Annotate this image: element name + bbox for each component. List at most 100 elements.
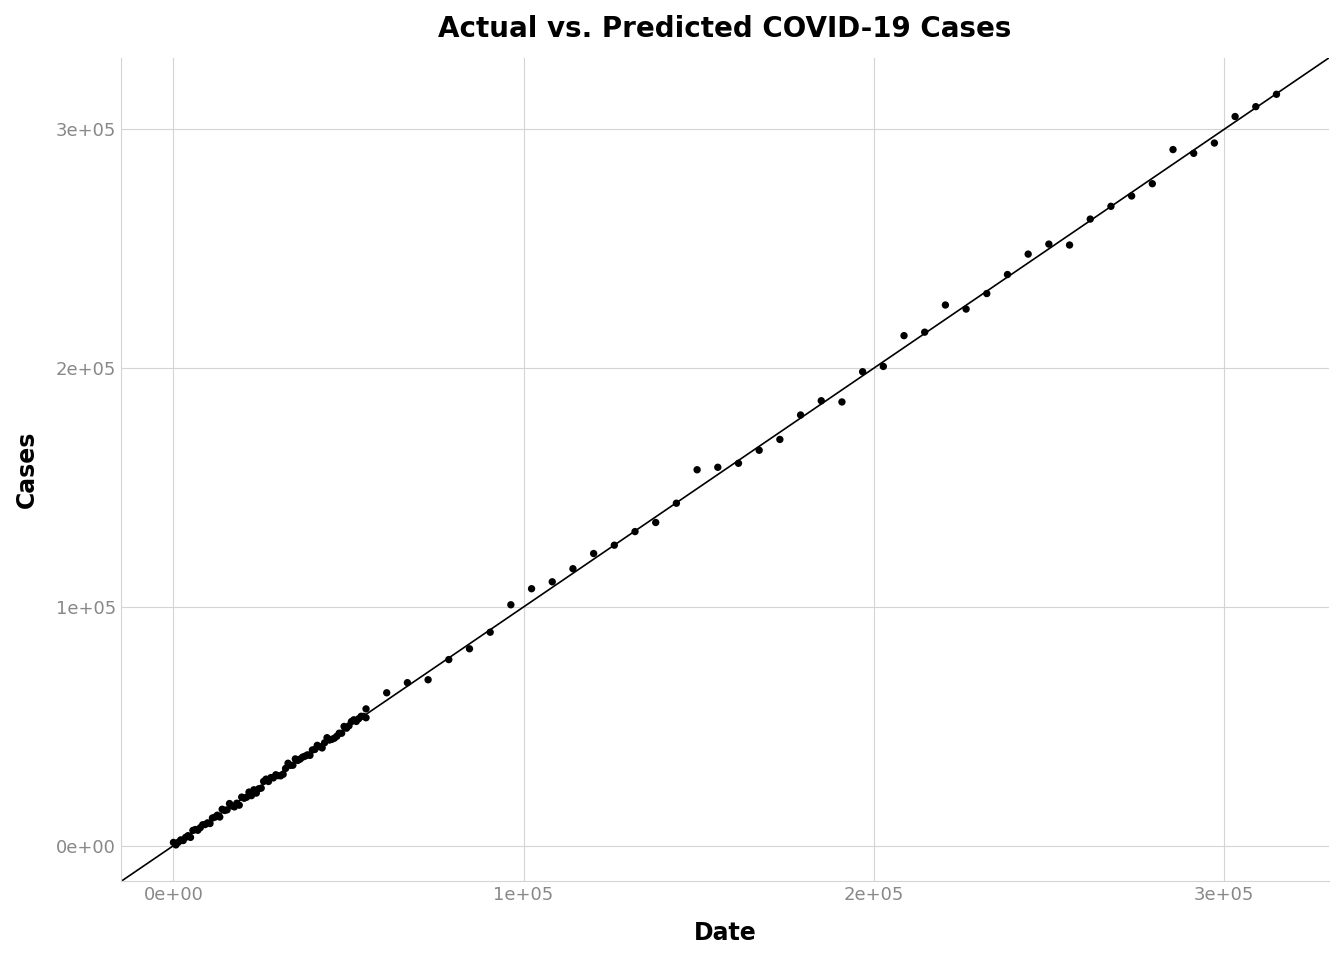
Point — [749, 443, 770, 458]
Point — [255, 772, 277, 787]
Point — [207, 807, 228, 823]
Point — [687, 462, 708, 477]
Point — [665, 495, 687, 511]
Point — [707, 460, 728, 475]
Point — [934, 298, 956, 313]
Point — [195, 817, 216, 832]
Point — [956, 301, 977, 317]
Point — [1183, 146, 1204, 161]
Point — [339, 718, 360, 733]
Point — [250, 780, 271, 796]
Point — [345, 713, 367, 729]
Point — [353, 708, 375, 724]
Point — [177, 828, 199, 844]
Point — [1163, 142, 1184, 157]
Point — [1038, 236, 1059, 252]
Point — [226, 796, 247, 811]
Point — [500, 597, 521, 612]
Point — [810, 393, 832, 408]
Point — [333, 719, 355, 734]
Point — [270, 768, 292, 783]
Point — [1121, 188, 1142, 204]
Point — [872, 359, 894, 374]
Point — [355, 701, 376, 716]
Point — [348, 711, 370, 727]
Point — [1245, 99, 1266, 114]
Point — [292, 750, 313, 765]
X-axis label: Date: Date — [694, 921, 757, 945]
Point — [1017, 247, 1039, 262]
Point — [624, 524, 645, 540]
Point — [261, 770, 282, 785]
Point — [253, 774, 274, 789]
Point — [1079, 211, 1101, 227]
Point — [396, 675, 418, 690]
Point — [199, 816, 220, 831]
Point — [175, 829, 196, 845]
Point — [267, 768, 289, 783]
Point — [214, 803, 235, 818]
Point — [273, 767, 294, 782]
Point — [169, 832, 191, 848]
Point — [262, 770, 284, 785]
Point — [243, 782, 265, 798]
Point — [324, 731, 345, 746]
Point — [1266, 86, 1288, 102]
Point — [336, 721, 358, 736]
Point — [258, 774, 280, 789]
Point — [210, 809, 231, 825]
Point — [249, 781, 270, 797]
Point — [331, 726, 352, 741]
Point — [297, 747, 319, 762]
Point — [894, 328, 915, 344]
Point — [769, 432, 790, 447]
Point — [277, 756, 298, 771]
Point — [301, 742, 323, 757]
Point — [228, 798, 250, 813]
Point — [831, 395, 852, 410]
Point — [219, 796, 241, 811]
Point — [480, 625, 501, 640]
Point — [238, 784, 259, 800]
Point — [976, 286, 997, 301]
Point — [211, 802, 233, 817]
Point — [418, 672, 439, 687]
Y-axis label: Cases: Cases — [15, 431, 39, 509]
Point — [328, 726, 349, 741]
Point — [914, 324, 935, 340]
Point — [165, 837, 187, 852]
Point — [246, 785, 267, 801]
Point — [202, 810, 223, 826]
Point — [265, 767, 286, 782]
Point — [319, 732, 340, 748]
Point — [306, 737, 328, 753]
Point — [168, 834, 190, 850]
Point — [562, 561, 583, 576]
Point — [340, 714, 362, 730]
Point — [852, 364, 874, 379]
Point — [192, 817, 214, 832]
Point — [351, 708, 372, 724]
Point — [438, 652, 460, 667]
Point — [288, 753, 309, 768]
Point — [521, 581, 543, 596]
Point — [184, 822, 206, 837]
Point — [223, 800, 245, 815]
Point — [309, 739, 331, 755]
Point — [204, 809, 226, 825]
Point — [187, 823, 208, 838]
Point — [241, 788, 262, 804]
Point — [183, 823, 204, 838]
Point — [327, 729, 348, 744]
Point — [180, 829, 202, 845]
Point — [542, 574, 563, 589]
Point — [1059, 237, 1081, 252]
Point — [190, 820, 211, 835]
Point — [1101, 199, 1122, 214]
Point — [316, 730, 337, 745]
Point — [1141, 176, 1163, 191]
Point — [312, 740, 333, 756]
Point — [289, 752, 310, 767]
Point — [282, 757, 304, 773]
Point — [304, 742, 325, 757]
